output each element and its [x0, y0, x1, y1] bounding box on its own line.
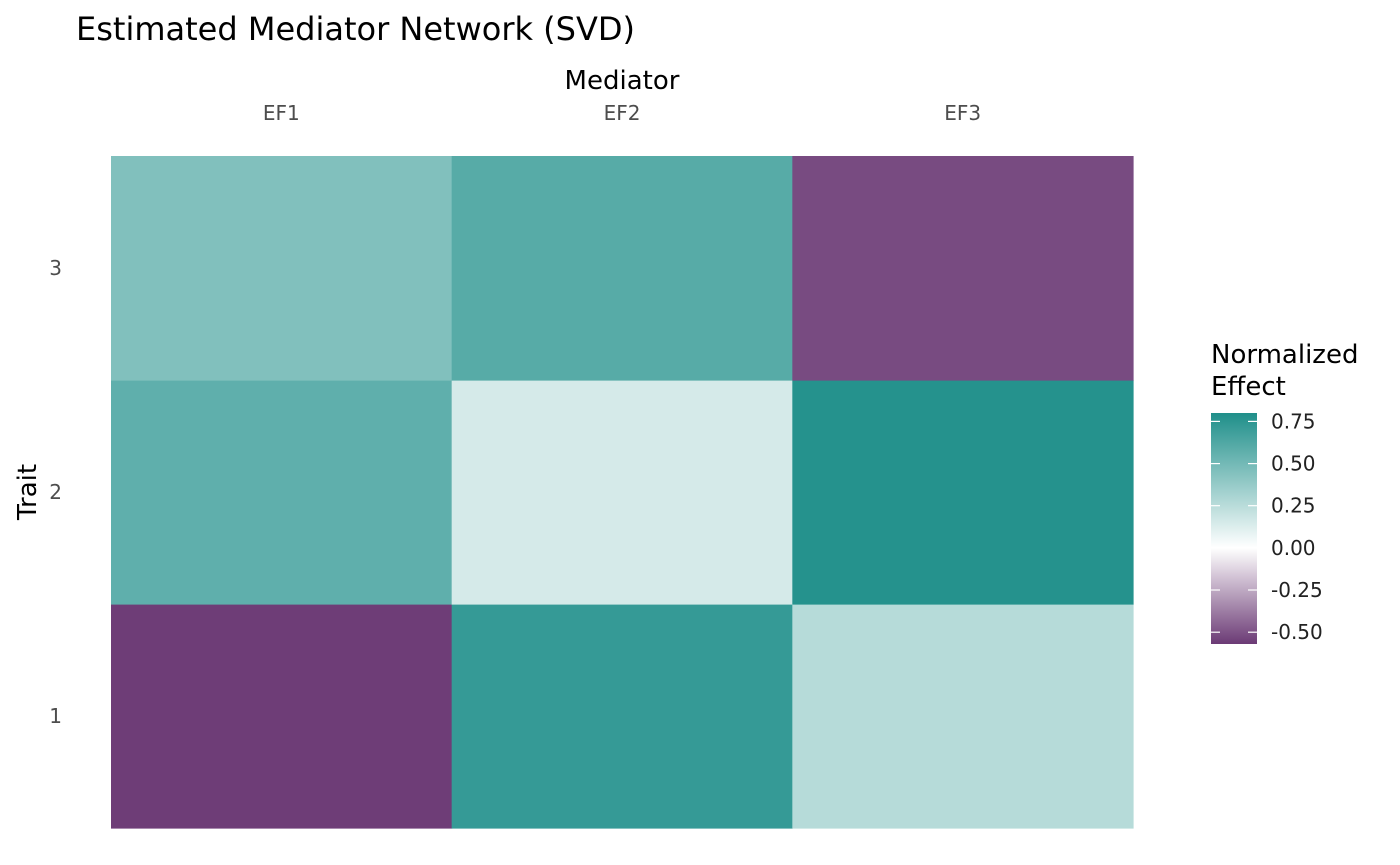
legend-title-line-1: Normalized: [1211, 340, 1358, 370]
x-axis-title: Mediator: [565, 66, 680, 96]
heatmap-cell-trait2-ef1: [111, 380, 453, 605]
legend-tick-label: 0.25: [1271, 494, 1316, 518]
legend-tick-label: -0.50: [1271, 620, 1323, 644]
heatmap-cell-trait3-ef2: [451, 156, 793, 381]
legend-colorbar: [1211, 413, 1257, 644]
legend-title-line-2: Effect: [1211, 372, 1286, 402]
legend-tick-label: 0.50: [1271, 452, 1316, 476]
heatmap-cell-trait2-ef2: [451, 380, 793, 605]
x-tick-label: EF3: [944, 101, 981, 125]
x-tick-label: EF2: [604, 101, 641, 125]
x-tick-label: EF1: [263, 101, 300, 125]
heatmap-cell-trait1-ef1: [111, 604, 453, 829]
y-tick-labels: 1 2 3: [49, 256, 62, 728]
y-tick-label: 3: [49, 256, 62, 280]
legend-tick-label: -0.25: [1271, 578, 1323, 602]
legend: Normalized Effect 0.75 0.50 0.25 0.00 -0.25 -…: [1211, 340, 1358, 644]
y-axis-title: Trait: [13, 464, 43, 521]
heatmap-cell-trait3-ef3: [792, 156, 1134, 381]
heatmap-cell-trait1-ef2: [451, 604, 793, 829]
y-tick-label: 1: [49, 704, 62, 728]
y-tick-label: 2: [49, 480, 62, 504]
x-tick-labels: EF1 EF2 EF3: [263, 101, 981, 125]
heatmap-cell-trait1-ef3: [792, 604, 1134, 829]
legend-tick-label: 0.75: [1271, 409, 1316, 433]
heatmap-cell-trait2-ef3: [792, 380, 1134, 605]
legend-tick-label: 0.00: [1271, 536, 1316, 560]
chart-title: Estimated Mediator Network (SVD): [76, 10, 635, 48]
heatmap-tiles: [111, 156, 1134, 829]
heatmap-cell-trait3-ef1: [111, 156, 453, 381]
legend-ticks: 0.75 0.50 0.25 0.00 -0.25 -0.50: [1211, 409, 1323, 644]
